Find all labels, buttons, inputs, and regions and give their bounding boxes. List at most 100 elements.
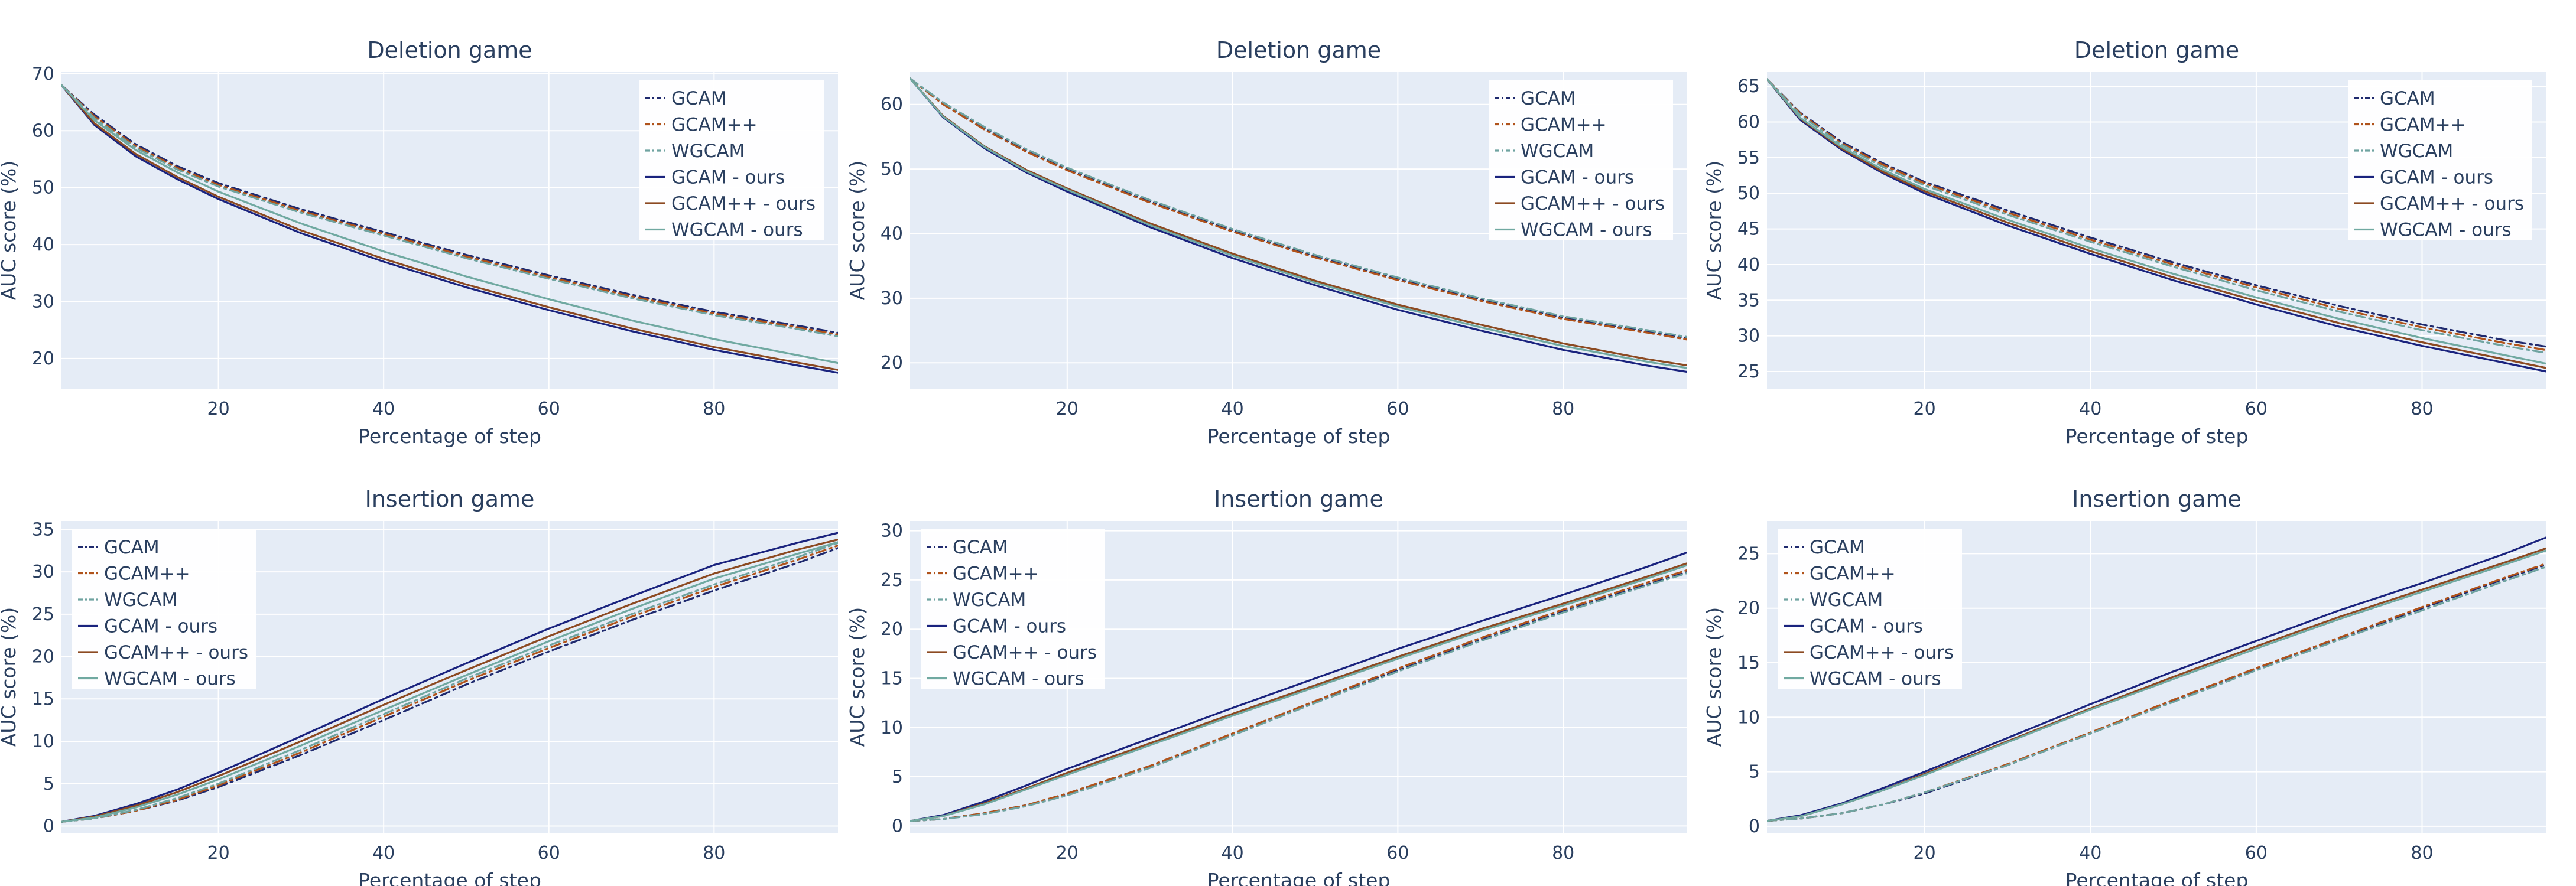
series-line-wgcam-ours — [61, 541, 838, 823]
series-line-gcam — [1767, 78, 2546, 348]
series-group — [1767, 78, 2546, 373]
series-line-gcampp — [910, 569, 1687, 822]
legend-label: WGCAM - ours — [104, 669, 236, 690]
legend-box — [1778, 529, 1962, 689]
x-tick-label: 20 — [207, 843, 230, 864]
y-tick-label: 40 — [881, 223, 903, 244]
x-tick-label: 40 — [2079, 399, 2101, 419]
y-tick-label: 50 — [881, 159, 903, 180]
series-group — [61, 532, 838, 823]
series-line-gcam — [910, 77, 1687, 340]
y-tick-label: 55 — [1737, 148, 1760, 168]
series-line-wgcam-ours — [910, 77, 1687, 369]
series-line-wgcam-ours — [1767, 78, 2546, 365]
series-line-wgcam — [61, 542, 838, 823]
legend-label: WGCAM - ours — [953, 669, 1084, 690]
y-tick-label: 60 — [1737, 112, 1760, 133]
y-tick-label: 70 — [32, 64, 54, 84]
legend-label: WGCAM — [953, 589, 1026, 611]
y-tick-label: 20 — [1737, 598, 1760, 619]
legend-label: GCAM++ — [2380, 115, 2466, 136]
legend-label: GCAM — [1521, 88, 1576, 109]
series-group — [910, 551, 1687, 822]
legend-label: WGCAM — [104, 589, 177, 611]
legend-label: GCAM — [104, 537, 160, 558]
y-tick-label: 15 — [881, 668, 903, 689]
x-tick-label: 20 — [1914, 843, 1936, 864]
series-line-wgcam — [1767, 565, 2546, 822]
chart-panel-1: 20 40 60 80 20 30 40 50 60 70 Deletion game Percent… — [0, 37, 838, 448]
y-tick-label: 25 — [32, 604, 54, 625]
chart-panel-5: 20 40 60 80 0 5 10 15 20 25 30 Insertion game Percen… — [846, 486, 1687, 886]
x-tick-label: 60 — [2245, 843, 2268, 864]
x-axis-title: Percentage of step — [1207, 869, 1391, 886]
legend-label: WGCAM — [1810, 589, 1883, 611]
series-group — [1767, 536, 2546, 822]
x-tick-label: 20 — [1914, 399, 1936, 419]
series-line-gcam-ours — [61, 532, 838, 823]
legend-box — [1489, 80, 1673, 240]
series-line-gcam — [61, 84, 838, 334]
series-line-gcam-ours — [910, 551, 1687, 822]
x-axis-title: Percentage of step — [358, 425, 541, 448]
series-line-gcam-ours — [1767, 536, 2546, 822]
legend-label: GCAM++ - ours — [953, 642, 1097, 663]
legend-label: GCAM++ - ours — [2380, 193, 2524, 214]
legend-label: GCAM — [1810, 537, 1865, 558]
series-line-gcam-ours — [910, 77, 1687, 373]
chart-panel-6: 20 40 60 80 0 5 10 15 20 25 Insertion game Percenta… — [1703, 486, 2546, 886]
chart-title: Insertion game — [1214, 486, 1383, 512]
x-axis-title: Percentage of step — [358, 869, 541, 886]
y-tick-label: 60 — [881, 95, 903, 115]
legend-label: GCAM++ - ours — [1810, 642, 1954, 663]
x-tick-label: 60 — [1386, 843, 1409, 864]
legend-label: GCAM++ — [1810, 563, 1896, 585]
y-axis-title: AUC score (%) — [846, 161, 869, 301]
legend-box — [72, 529, 256, 689]
y-tick-label: 40 — [1737, 255, 1760, 275]
series-line-gcampp-ours — [61, 538, 838, 823]
x-tick-label: 40 — [372, 399, 395, 419]
x-axis-title: Percentage of step — [2065, 425, 2249, 448]
y-tick-label: 10 — [1737, 707, 1760, 728]
y-tick-label: 0 — [43, 816, 54, 837]
series-line-gcampp-ours — [1767, 78, 2546, 369]
legend-label: GCAM++ — [953, 563, 1039, 585]
legend-label: GCAM - ours — [1810, 616, 1923, 637]
y-tick-label: 50 — [32, 178, 54, 198]
y-tick-label: 20 — [881, 353, 903, 373]
series-line-gcampp-ours — [61, 84, 838, 371]
legend-label: GCAM - ours — [2380, 167, 2493, 188]
y-tick-label: 10 — [32, 731, 54, 752]
legend-label: GCAM - ours — [671, 167, 785, 188]
legend-box — [921, 529, 1105, 689]
y-tick-label: 35 — [1737, 290, 1760, 311]
legend-label: GCAM++ — [104, 563, 190, 585]
legend-label: GCAM++ — [671, 115, 758, 136]
series-line-gcam-ours — [1767, 78, 2546, 373]
chart-title: Insertion game — [2072, 486, 2242, 512]
legend-label: GCAM++ — [1521, 115, 1607, 136]
y-tick-label: 10 — [881, 718, 903, 738]
y-tick-label: 0 — [1749, 816, 1760, 837]
legend-label: WGCAM - ours — [671, 220, 803, 241]
y-axis-title: AUC score (%) — [0, 161, 20, 301]
x-tick-label: 20 — [1056, 399, 1079, 419]
legend-label: GCAM++ - ours — [671, 193, 816, 214]
x-axis-title: Percentage of step — [1207, 425, 1391, 448]
chart-panel-2: 20 40 60 80 20 30 40 50 60 Deletion game Percentag… — [846, 37, 1687, 448]
y-tick-label: 30 — [881, 288, 903, 309]
chart-title: Deletion game — [367, 37, 532, 63]
series-line-wgcam — [910, 572, 1687, 822]
series-line-wgcam-ours — [61, 84, 838, 364]
x-tick-label: 60 — [2245, 399, 2268, 419]
series-line-wgcam — [910, 77, 1687, 338]
y-tick-label: 15 — [1737, 653, 1760, 673]
x-tick-label: 80 — [1552, 843, 1574, 864]
legend-label: WGCAM - ours — [1810, 669, 1941, 690]
y-axis-title: AUC score (%) — [1703, 161, 1726, 301]
legend: GCAM GCAM++ WGCAM GCAM - ours GCAM++ - ours W… — [72, 529, 256, 690]
legend-box — [2348, 80, 2532, 240]
x-tick-label: 80 — [2411, 399, 2433, 419]
